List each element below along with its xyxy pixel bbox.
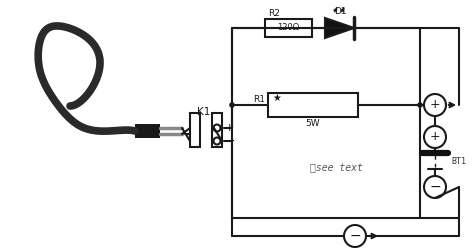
Text: R2: R2 xyxy=(268,9,280,19)
Bar xyxy=(268,93,358,117)
Text: −: − xyxy=(349,229,361,243)
Circle shape xyxy=(213,137,220,145)
Text: R1: R1 xyxy=(253,94,265,103)
Text: −: − xyxy=(225,134,236,148)
Text: K1: K1 xyxy=(197,107,210,117)
Text: +: + xyxy=(430,130,440,144)
Text: 120Ω: 120Ω xyxy=(277,24,299,32)
Circle shape xyxy=(213,124,220,131)
Text: ★: ★ xyxy=(272,93,281,103)
Text: +: + xyxy=(225,123,234,133)
Text: BT1: BT1 xyxy=(451,156,466,165)
Circle shape xyxy=(424,176,446,198)
Circle shape xyxy=(417,102,423,108)
Circle shape xyxy=(344,225,366,247)
Text: D1: D1 xyxy=(334,6,346,15)
Text: −: − xyxy=(429,180,441,194)
Bar xyxy=(190,113,200,147)
Bar xyxy=(212,113,222,147)
Circle shape xyxy=(229,102,235,108)
Bar xyxy=(135,124,160,138)
Bar xyxy=(265,19,312,37)
Circle shape xyxy=(424,126,446,148)
Text: 5W: 5W xyxy=(306,119,320,127)
Text: +: + xyxy=(430,98,440,112)
Polygon shape xyxy=(325,18,354,38)
Text: ★see text: ★see text xyxy=(310,163,363,173)
Circle shape xyxy=(424,94,446,116)
